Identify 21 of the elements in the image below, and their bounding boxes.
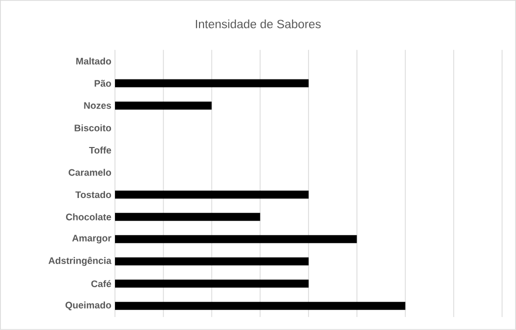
bar bbox=[114, 235, 357, 244]
y-tick-label: Pão bbox=[94, 80, 112, 87]
bar bbox=[114, 212, 260, 221]
y-tick-label: Toffe bbox=[89, 146, 112, 154]
bar bbox=[114, 302, 406, 310]
y-tick-label: Biscoito bbox=[74, 124, 112, 132]
y-tick-label: Queimado bbox=[66, 302, 112, 310]
y-tick-label: Tostado bbox=[75, 191, 112, 198]
y-tick-label: Caramelo bbox=[68, 168, 112, 176]
y-tick-label: Café bbox=[91, 280, 112, 288]
bar bbox=[114, 257, 309, 266]
y-tick-label: Maltado bbox=[76, 58, 112, 65]
y-tick-label: Nozes bbox=[84, 102, 112, 109]
y-tick-label: Amargor bbox=[72, 234, 112, 244]
bar bbox=[114, 102, 212, 110]
y-tick-label: Chocolate bbox=[66, 213, 112, 220]
bar bbox=[114, 79, 309, 88]
chart-title: Intensidade de Sabores bbox=[196, 20, 321, 28]
bar bbox=[114, 280, 309, 288]
bar bbox=[114, 190, 309, 199]
y-tick-label: Adstringência bbox=[48, 256, 112, 266]
